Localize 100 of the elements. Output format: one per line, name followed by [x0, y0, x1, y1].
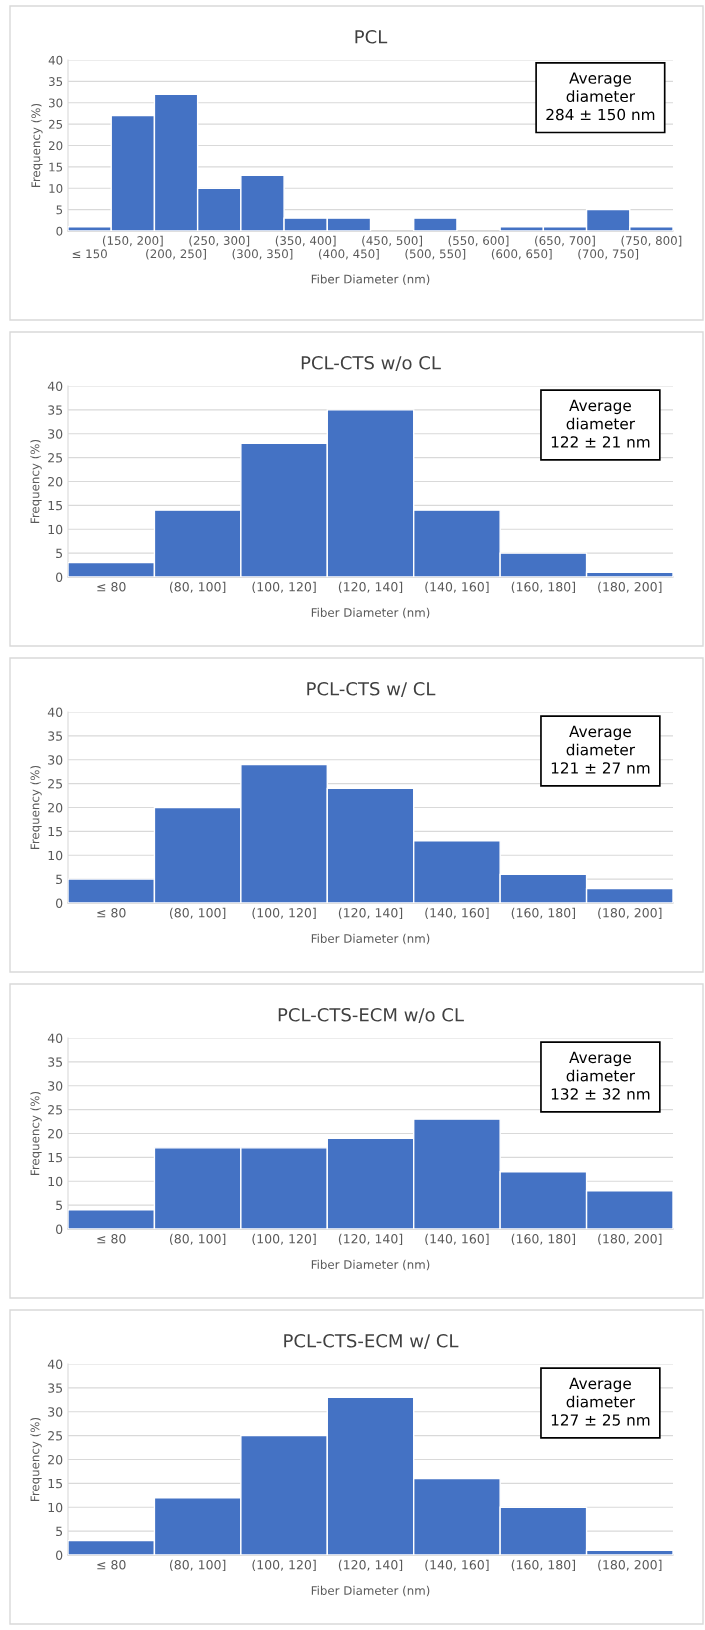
y-tick-label: 10 — [48, 524, 63, 535]
chart-title: PCL-CTS w/o CL — [301, 355, 441, 372]
y-tick-label: 0 — [56, 226, 63, 236]
y-tick-label: 25 — [48, 1431, 63, 1441]
x-tick-label: (100, 120] — [252, 907, 316, 920]
x-tick-label: (140, 160] — [425, 581, 489, 594]
x-tick-label: (200, 250] — [146, 249, 206, 260]
y-tick-label: 40 — [47, 1359, 63, 1369]
x-tick-label: (600, 650] — [491, 249, 552, 260]
x-tick-label: (100, 120] — [252, 581, 316, 594]
x-tick-label: (160, 180] — [511, 907, 575, 920]
x-tick-label: (500, 550] — [405, 249, 466, 260]
y-tick-label: 15 — [48, 827, 63, 837]
x-tick-label: (550, 600] — [448, 235, 509, 247]
x-tick-label: (160, 180] — [511, 1559, 575, 1572]
y-tick-label: 15 — [49, 162, 63, 172]
annotation: Average diameter 284 ± 150 nm — [546, 72, 655, 121]
x-tick-label: (650, 700] — [535, 235, 595, 247]
y-tick-label: 35 — [48, 1057, 63, 1067]
y-tick-label: 20 — [48, 476, 63, 487]
x-tick-label: (250, 300] — [189, 235, 250, 247]
y-axis-title: Frequency (%) — [30, 1417, 42, 1501]
y-tick-label: 10 — [48, 850, 63, 861]
x-tick-label: (450, 500] — [362, 235, 422, 247]
x-axis-title: Fiber Diameter (nm) — [311, 1585, 430, 1597]
y-axis-title: Frequency (%) — [30, 1091, 42, 1175]
y-tick-label: 0 — [56, 572, 63, 582]
y-axis-title: Frequency (%) — [30, 765, 42, 849]
x-tick-label: (180, 200] — [598, 907, 662, 920]
x-tick-label: (400, 450] — [319, 249, 379, 260]
y-axis-title: Frequency (%) — [31, 103, 43, 187]
y-tick-label: 35 — [48, 731, 63, 741]
x-tick-label: (350, 400] — [275, 235, 336, 247]
x-tick-label: ≤ 80 — [97, 582, 126, 592]
y-tick-label: 15 — [48, 1479, 63, 1489]
y-tick-label: 15 — [48, 1153, 63, 1163]
x-tick-label: (100, 120] — [252, 1559, 316, 1572]
y-tick-label: 30 — [48, 1407, 63, 1417]
y-tick-label: 0 — [56, 1224, 63, 1234]
y-tick-label: 20 — [48, 1454, 63, 1465]
y-tick-label: 5 — [56, 1526, 63, 1537]
y-tick-label: 0 — [56, 1550, 63, 1560]
y-tick-label: 35 — [48, 405, 63, 415]
x-tick-label: (140, 160] — [425, 1559, 489, 1572]
y-tick-label: 5 — [56, 205, 63, 215]
y-tick-label: 30 — [48, 429, 63, 439]
chart-title: PCL-CTS-ECM w/o CL — [278, 1007, 464, 1024]
y-tick-label: 5 — [56, 874, 63, 885]
y-tick-label: 40 — [47, 707, 63, 717]
annotation: Average diameter 121 ± 27 nm — [551, 725, 650, 774]
y-tick-label: 40 — [47, 381, 63, 391]
x-tick-label: ≤ 150 — [72, 249, 107, 259]
x-tick-label: (160, 180] — [511, 581, 575, 594]
bar — [413, 217, 458, 231]
y-tick-label: 30 — [49, 98, 63, 108]
x-tick-label: (160, 180] — [511, 1233, 575, 1246]
x-tick-label: (150, 200] — [102, 235, 163, 247]
x-tick-label: (140, 160] — [425, 907, 489, 920]
y-tick-label: 25 — [48, 453, 63, 463]
x-tick-label: (180, 200] — [598, 581, 662, 594]
annotation: Average diameter 132 ± 32 nm — [551, 1051, 650, 1100]
x-tick-label: (120, 140] — [338, 581, 403, 594]
y-tick-label: 5 — [56, 1200, 63, 1211]
x-tick-label: (120, 140] — [338, 1559, 403, 1572]
x-tick-label: (120, 140] — [338, 907, 403, 920]
x-tick-label: (750, 800] — [621, 235, 682, 247]
x-tick-label: (140, 160] — [425, 1233, 489, 1246]
y-tick-label: 35 — [49, 77, 63, 87]
y-tick-label: 10 — [48, 1176, 63, 1187]
y-tick-label: 40 — [48, 55, 63, 65]
x-axis-title: Fiber Diameter (nm) — [311, 607, 430, 619]
y-tick-label: 10 — [48, 1502, 63, 1513]
x-tick-label: (80, 100] — [169, 1559, 226, 1572]
x-tick-label: ≤ 80 — [97, 908, 126, 918]
x-tick-label: ≤ 80 — [97, 1560, 126, 1570]
y-tick-label: 20 — [48, 802, 63, 813]
y-tick-label: 15 — [48, 501, 63, 511]
y-tick-label: 30 — [48, 755, 63, 765]
y-tick-label: 40 — [47, 1033, 63, 1043]
y-axis-title: Frequency (%) — [30, 439, 42, 523]
y-tick-label: 20 — [48, 141, 63, 151]
x-axis-title: Fiber Diameter (nm) — [311, 1259, 430, 1271]
chart-title: PCL-CTS-ECM w/ CL — [284, 1333, 459, 1350]
x-tick-label: (100, 120] — [252, 1233, 316, 1246]
y-tick-label: 25 — [48, 779, 63, 789]
y-tick-label: 10 — [49, 183, 63, 193]
x-axis-title: Fiber Diameter (nm) — [311, 933, 430, 945]
annotation: Average diameter 127 ± 25 nm — [551, 1377, 650, 1426]
x-tick-label: (80, 100] — [169, 1233, 226, 1246]
x-axis-title: Fiber Diameter (nm) — [311, 274, 430, 285]
y-tick-label: 0 — [56, 898, 63, 908]
x-tick-label: (180, 200] — [598, 1233, 662, 1246]
x-tick-label: (700, 750] — [578, 249, 639, 260]
x-tick-label: (80, 100] — [169, 581, 226, 594]
chart-title: PCL — [355, 29, 388, 44]
x-tick-label: (180, 200] — [598, 1559, 662, 1572]
y-tick-label: 25 — [48, 119, 63, 129]
x-tick-label: (300, 350] — [232, 249, 293, 260]
y-tick-label: 25 — [48, 1105, 63, 1115]
y-tick-label: 20 — [48, 1128, 63, 1139]
